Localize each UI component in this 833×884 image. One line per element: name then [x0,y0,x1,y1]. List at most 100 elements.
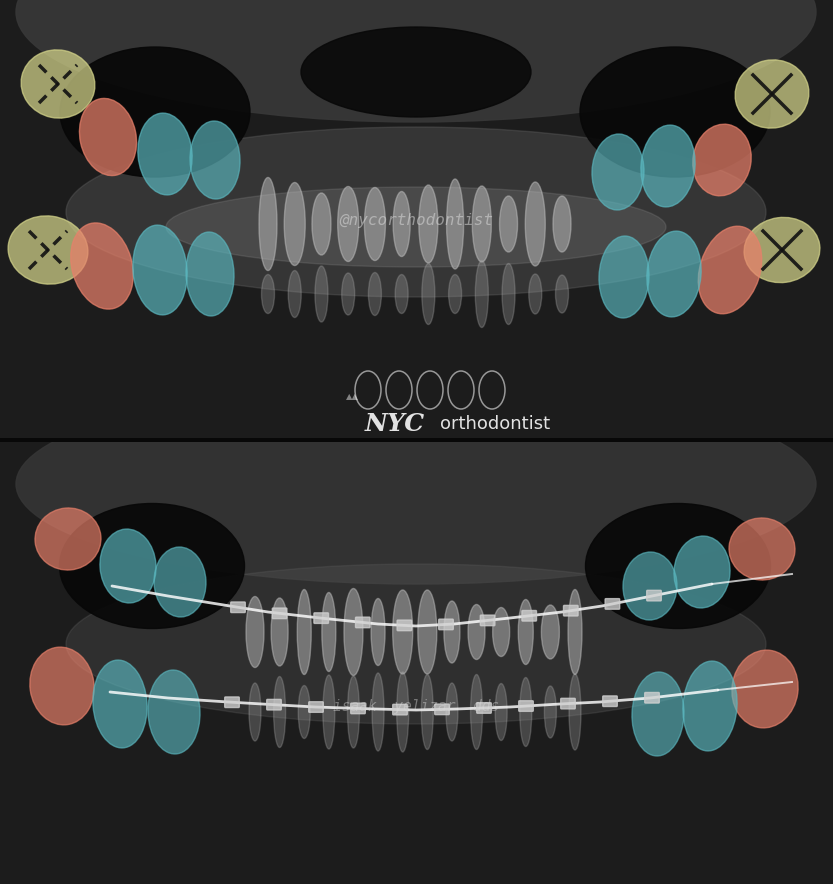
Ellipse shape [249,683,261,741]
FancyBboxPatch shape [231,602,245,613]
Ellipse shape [518,599,533,665]
Ellipse shape [259,178,277,271]
Text: orthodontist: orthodontist [440,415,550,433]
Ellipse shape [368,272,382,316]
Ellipse shape [520,677,531,746]
Ellipse shape [492,607,510,657]
FancyBboxPatch shape [603,696,617,706]
Ellipse shape [586,504,771,629]
Ellipse shape [569,674,581,750]
Ellipse shape [190,121,240,199]
Ellipse shape [419,185,438,263]
Ellipse shape [568,590,582,674]
Text: ▲▲: ▲▲ [346,392,358,401]
FancyBboxPatch shape [522,611,536,621]
Ellipse shape [397,672,409,752]
Ellipse shape [8,216,88,284]
Text: NYC: NYC [365,412,425,436]
Ellipse shape [342,273,355,315]
Ellipse shape [60,47,250,177]
Ellipse shape [186,232,234,316]
Ellipse shape [421,674,433,750]
Ellipse shape [298,685,310,738]
Ellipse shape [541,605,560,659]
Ellipse shape [364,187,386,261]
Ellipse shape [693,124,751,196]
Ellipse shape [66,127,766,297]
Ellipse shape [315,266,328,322]
FancyBboxPatch shape [563,606,578,616]
Ellipse shape [623,552,677,620]
Ellipse shape [683,661,737,751]
FancyBboxPatch shape [392,705,407,715]
Ellipse shape [580,47,770,177]
Ellipse shape [148,670,200,754]
Ellipse shape [100,529,156,603]
Ellipse shape [632,672,684,756]
Ellipse shape [371,598,385,666]
Ellipse shape [273,676,286,748]
Ellipse shape [529,274,541,314]
Ellipse shape [446,683,458,741]
Ellipse shape [744,217,820,283]
Ellipse shape [16,0,816,122]
FancyBboxPatch shape [439,619,453,629]
FancyBboxPatch shape [481,615,495,626]
FancyBboxPatch shape [272,608,287,619]
Ellipse shape [500,196,517,252]
Ellipse shape [392,590,412,674]
Ellipse shape [599,236,649,318]
FancyBboxPatch shape [561,698,576,709]
Ellipse shape [526,182,546,266]
Ellipse shape [132,225,187,315]
FancyBboxPatch shape [605,598,620,609]
FancyBboxPatch shape [435,704,449,714]
Ellipse shape [138,113,192,194]
Ellipse shape [444,601,460,663]
Ellipse shape [288,271,302,317]
Ellipse shape [79,98,137,176]
Ellipse shape [59,504,245,629]
Ellipse shape [641,126,695,207]
Ellipse shape [323,675,335,749]
Ellipse shape [446,179,464,269]
Ellipse shape [301,27,531,117]
FancyBboxPatch shape [397,620,412,630]
FancyBboxPatch shape [314,613,328,623]
Ellipse shape [30,647,94,725]
Ellipse shape [154,547,206,617]
Text: @nycorthodontist: @nycorthodontist [339,212,493,227]
FancyBboxPatch shape [476,703,491,713]
Ellipse shape [449,275,461,314]
FancyBboxPatch shape [519,701,533,712]
Ellipse shape [262,275,275,314]
Ellipse shape [545,686,556,738]
Ellipse shape [337,187,359,262]
Ellipse shape [472,186,491,262]
Ellipse shape [312,193,331,255]
Ellipse shape [21,50,95,118]
FancyBboxPatch shape [351,703,366,713]
Ellipse shape [736,60,809,128]
Ellipse shape [166,187,666,267]
FancyBboxPatch shape [356,617,370,628]
FancyBboxPatch shape [267,699,282,710]
Ellipse shape [495,683,507,741]
Text: isaak  yelizar  dds: isaak yelizar dds [333,698,499,713]
Ellipse shape [476,261,488,327]
Ellipse shape [297,590,312,674]
Ellipse shape [729,518,795,580]
Ellipse shape [421,263,435,324]
FancyBboxPatch shape [225,697,239,707]
FancyBboxPatch shape [646,591,661,601]
Ellipse shape [647,231,701,316]
Ellipse shape [372,673,384,751]
Ellipse shape [674,536,730,608]
Ellipse shape [553,196,571,252]
Ellipse shape [468,605,485,659]
Ellipse shape [344,589,363,675]
Ellipse shape [322,592,336,672]
Ellipse shape [395,275,408,314]
Ellipse shape [502,263,515,324]
Ellipse shape [698,226,761,314]
